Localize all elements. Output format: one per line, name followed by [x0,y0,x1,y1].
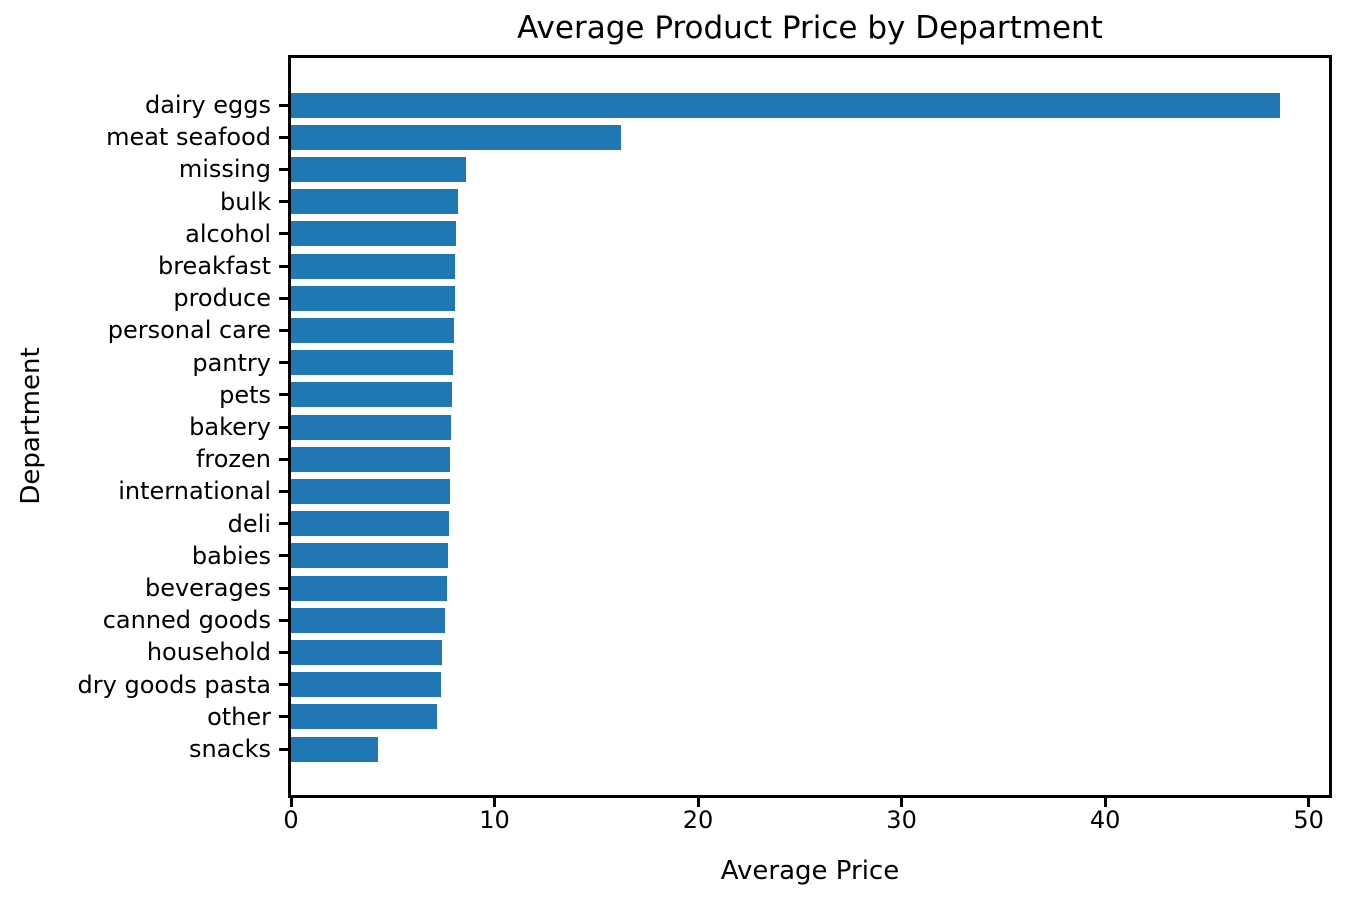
bar-meat-seafood [291,124,621,150]
y-tick-label: dry goods pasta [77,670,271,699]
y-tick-label: alcohol [185,219,271,248]
y-tick-mark [279,296,288,300]
x-tick-mark [1307,798,1311,807]
bars-layer [291,58,1329,795]
x-tick-mark [696,798,700,807]
x-tick-mark [1103,798,1107,807]
y-tick-mark [279,232,288,236]
bar-frozen [291,446,451,472]
x-tick-label: 20 [682,806,714,834]
y-tick-mark [279,457,288,461]
bar-household [291,639,443,665]
bar-canned-goods [291,607,445,633]
x-tick-mark [900,798,904,807]
y-tick-mark [279,200,288,204]
y-tick-mark [279,425,288,429]
y-tick-label: other [207,702,271,731]
bar-pets [291,382,452,408]
y-tick-label: household [146,638,271,667]
bar-dry-goods-pasta [291,672,442,698]
bar-babies [291,543,448,569]
y-tick-label: international [118,477,271,506]
plot-area [288,55,1332,798]
y-tick-mark [279,489,288,493]
y-tick-mark [279,522,288,526]
bar-bakery [291,414,452,440]
chart-title: Average Product Price by Department [517,10,1103,46]
bar-snacks [291,736,378,762]
y-tick-mark [279,650,288,654]
bar-breakfast [291,253,456,279]
y-tick-mark [279,328,288,332]
y-tick-mark [279,264,288,268]
y-tick-label: beverages [144,574,271,602]
y-tick-mark [279,393,288,397]
bar-beverages [291,575,448,601]
y-tick-mark [279,103,288,107]
x-tick-label: 30 [886,806,917,834]
y-tick-label: babies [191,541,271,570]
y-tick-mark [279,747,288,751]
y-tick-label: missing [178,155,271,184]
y-tick-mark [279,554,288,558]
y-tick-mark [279,683,288,687]
bar-international [291,478,450,504]
bar-dairy-eggs [291,92,1281,118]
y-tick-mark [279,715,288,719]
x-tick-label: 40 [1089,806,1121,834]
y-tick-label: bulk [219,187,271,216]
y-tick-label: snacks [188,735,271,763]
y-tick-label: produce [173,284,271,313]
bar-missing [291,156,467,182]
y-tick-label: bakery [189,413,271,441]
y-tick-label: dairy eggs [144,91,271,119]
x-tick-mark [493,798,497,807]
y-tick-mark [279,167,288,171]
bar-deli [291,511,449,537]
y-tick-label: pets [219,380,271,409]
x-tick-label: 50 [1293,806,1324,834]
y-tick-label: personal care [107,316,271,345]
bar-bulk [291,189,458,215]
bar-personal-care [291,317,454,343]
y-tick-label: meat seafood [106,123,271,152]
x-axis-label: Average Price [720,856,900,886]
bar-produce [291,285,455,311]
y-tick-label: pantry [192,348,271,377]
x-tick-mark [289,798,293,807]
x-tick-label: 10 [479,806,510,834]
bar-alcohol [291,221,457,247]
y-tick-label: breakfast [157,252,271,280]
y-tick-label: frozen [195,445,271,474]
y-tick-mark [279,618,288,622]
x-tick-label: 0 [283,806,299,834]
y-tick-mark [279,586,288,590]
y-tick-label: canned goods [102,606,271,635]
y-tick-label: deli [227,509,271,538]
bar-pantry [291,350,453,376]
y-tick-mark [279,135,288,139]
y-tick-mark [279,361,288,365]
bar-other [291,704,438,730]
